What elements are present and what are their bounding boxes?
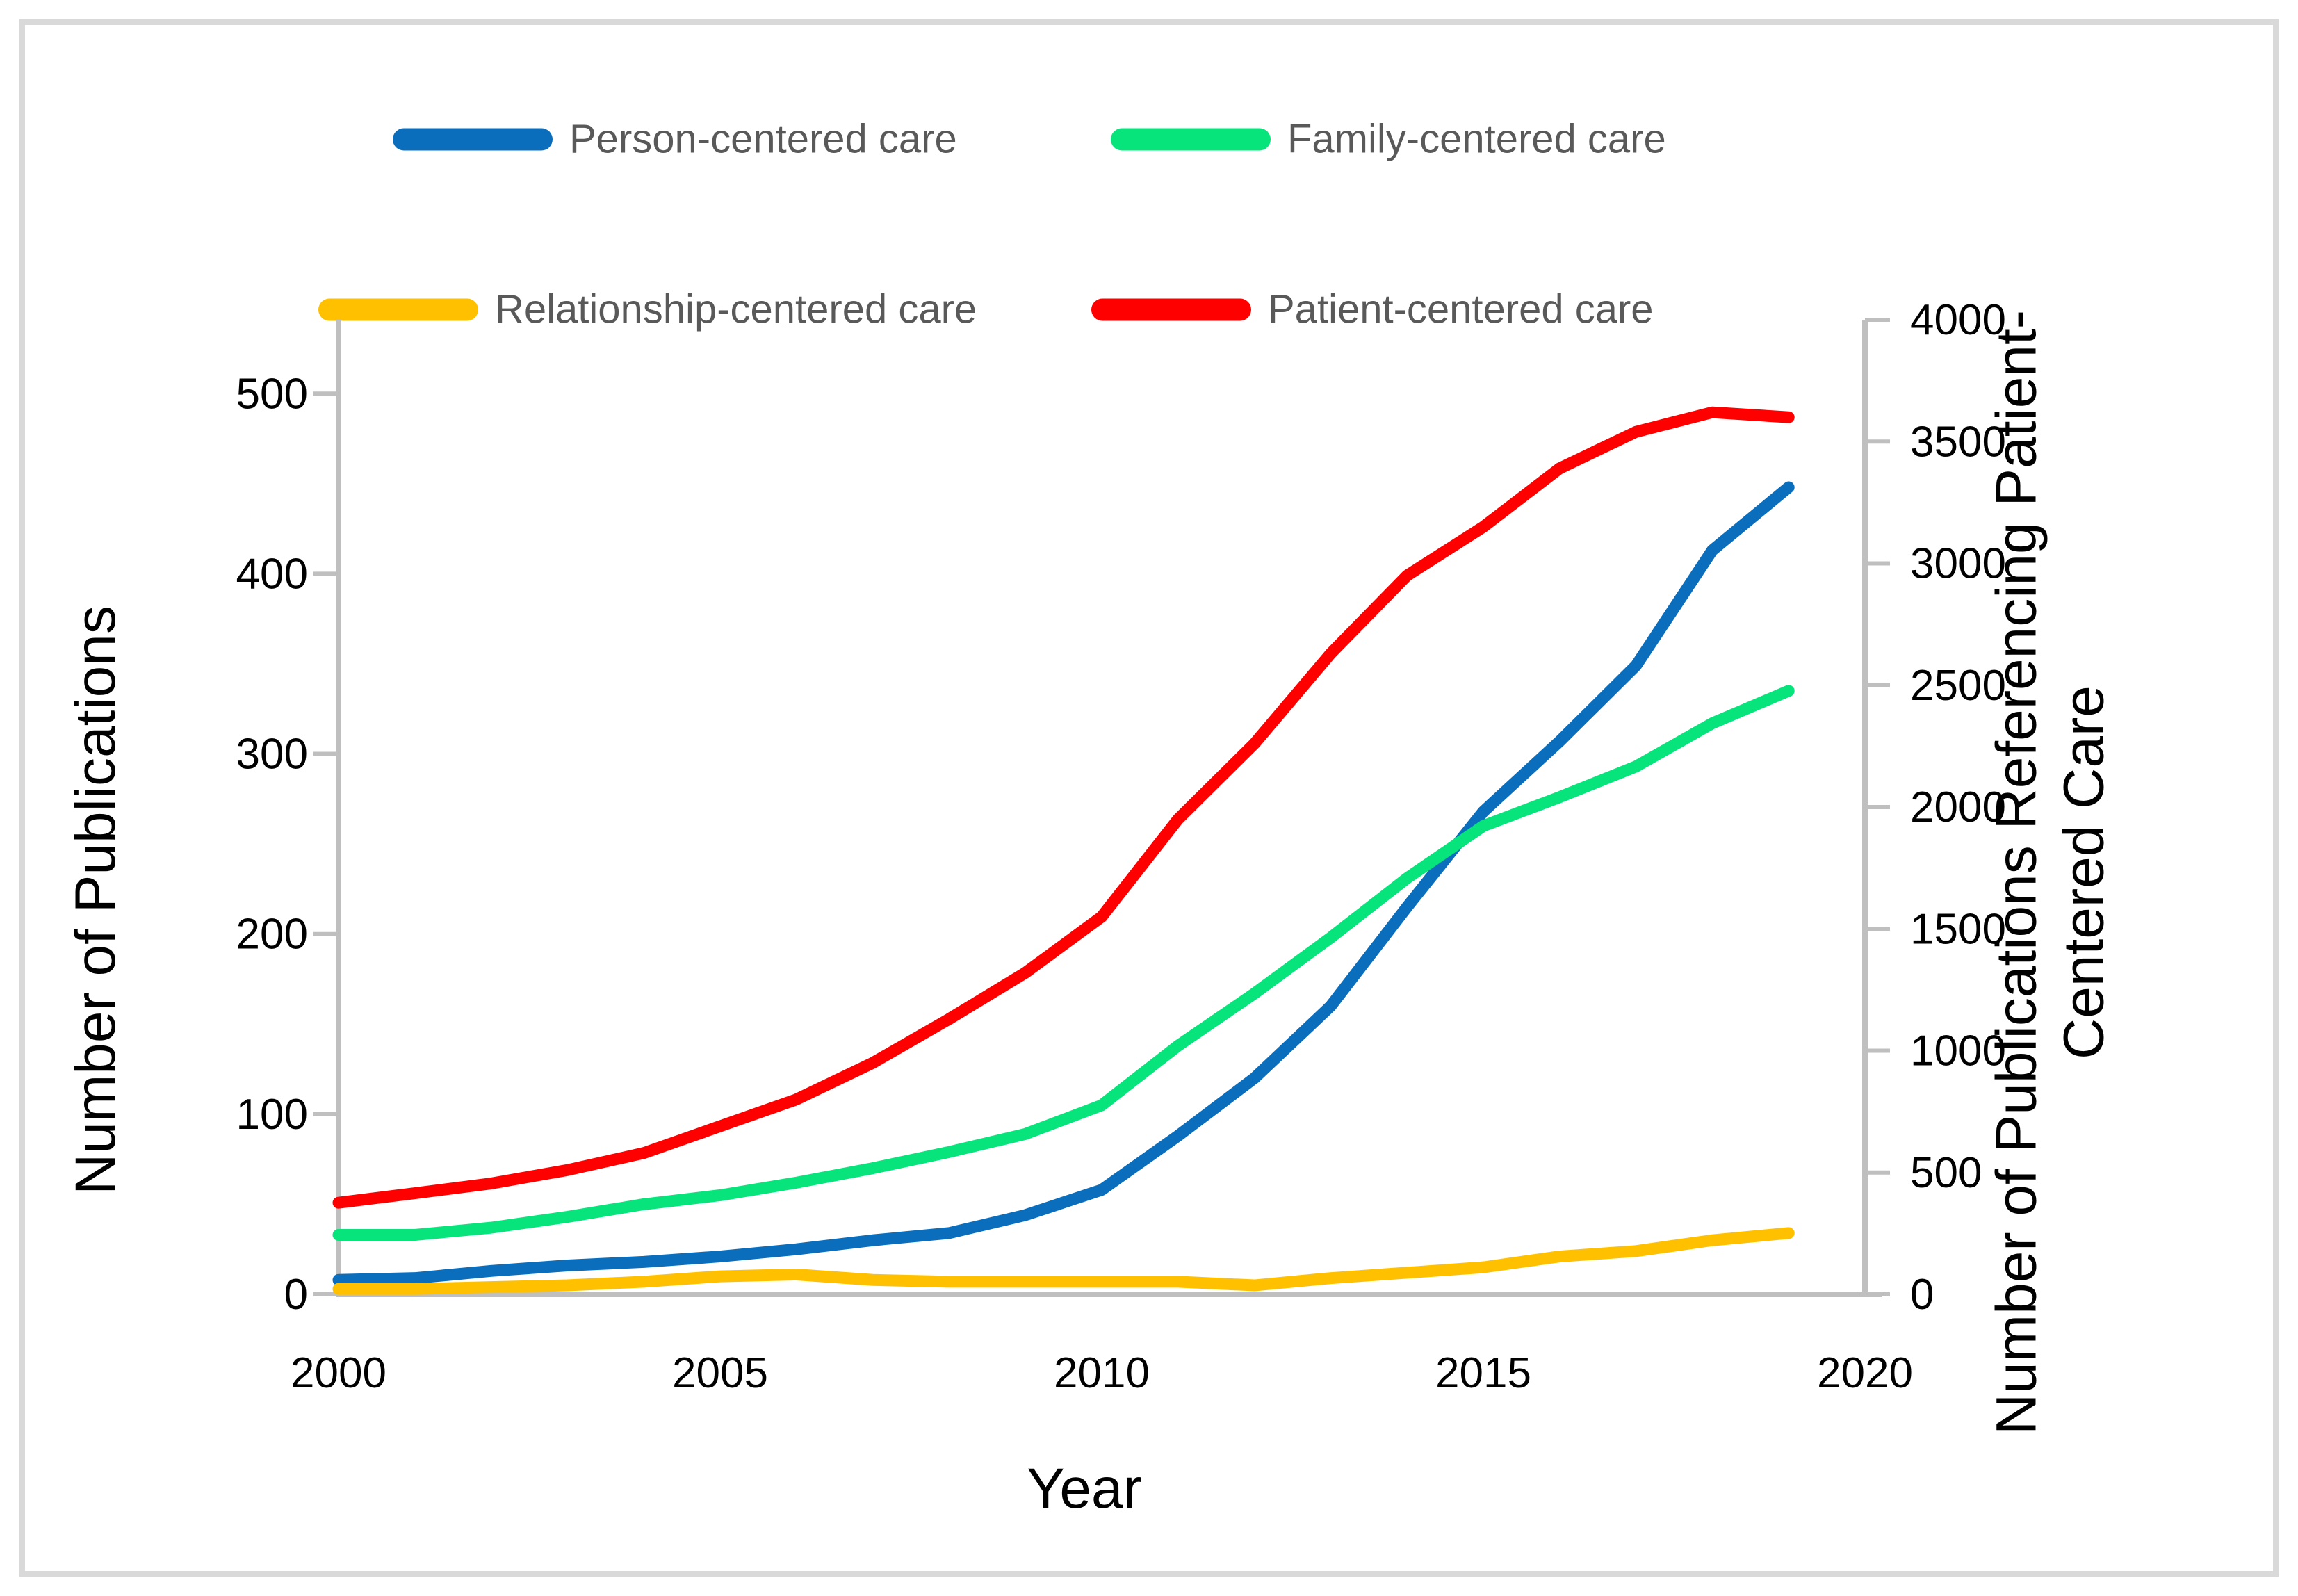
y-axis-right-tick-label: 2000 <box>1910 783 2006 831</box>
legend-item-patient-centered: Patient-centered care <box>1091 286 1654 333</box>
x-axis-tick-label: 2020 <box>1817 1349 1913 1397</box>
y-axis-left-tick-label: 100 <box>236 1091 308 1139</box>
y-axis-left-tick-label: 400 <box>236 550 308 598</box>
y-axis-right-tick-label: 500 <box>1910 1149 1982 1197</box>
legend-marker-patient-centered <box>1091 298 1251 320</box>
x-axis-tick-label: 2000 <box>291 1349 386 1397</box>
legend-marker-person-centered <box>393 128 553 150</box>
y-axis-right-tick-label: 1000 <box>1910 1027 2006 1075</box>
legend-marker-family-centered <box>1111 128 1271 150</box>
legend-item-person-centered: Person-centered care <box>393 116 957 163</box>
y-axis-left-tick-label: 200 <box>236 911 308 959</box>
series-line-0 <box>332 481 1795 1286</box>
series-line-1 <box>332 685 1795 1241</box>
x-axis-tick-label: 2010 <box>1054 1349 1150 1397</box>
y-axis-right-tick-label: 4000 <box>1910 296 2006 344</box>
x-axis-title: Year <box>1027 1457 1142 1520</box>
y-axis-right-tick-label: 1500 <box>1910 905 2006 953</box>
legend-label-family-centered: Family-centered care <box>1287 116 1666 162</box>
x-axis-tick-label: 2015 <box>1435 1349 1531 1397</box>
legend-item-relationship-centered: Relationship-centered care <box>318 286 977 333</box>
legend-item-family-centered: Family-centered care <box>1111 116 1666 163</box>
y-axis-right-tick-label: 2500 <box>1910 662 2006 710</box>
y-axis-right-tick-label: 3000 <box>1910 540 2006 588</box>
legend-label-patient-centered: Patient-centered care <box>1268 286 1654 332</box>
legend-marker-relationship-centered <box>318 298 478 320</box>
y-axis-right-tick-label: 0 <box>1910 1271 1934 1319</box>
y-axis-right-tick-label: 3500 <box>1910 418 2006 466</box>
series-line-3 <box>332 406 1795 1209</box>
x-axis-tick-label: 2005 <box>672 1349 768 1397</box>
y-axis-left-tick-label: 0 <box>284 1271 308 1319</box>
page-border <box>19 19 2279 1577</box>
legend-label-person-centered: Person-centered care <box>569 116 957 162</box>
legend-label-relationship-centered: Relationship-centered care <box>495 286 977 332</box>
series-line-2 <box>332 1227 1795 1295</box>
y-axis-left-tick-label: 300 <box>236 731 308 779</box>
y-axis-left-tick-label: 500 <box>236 370 308 418</box>
